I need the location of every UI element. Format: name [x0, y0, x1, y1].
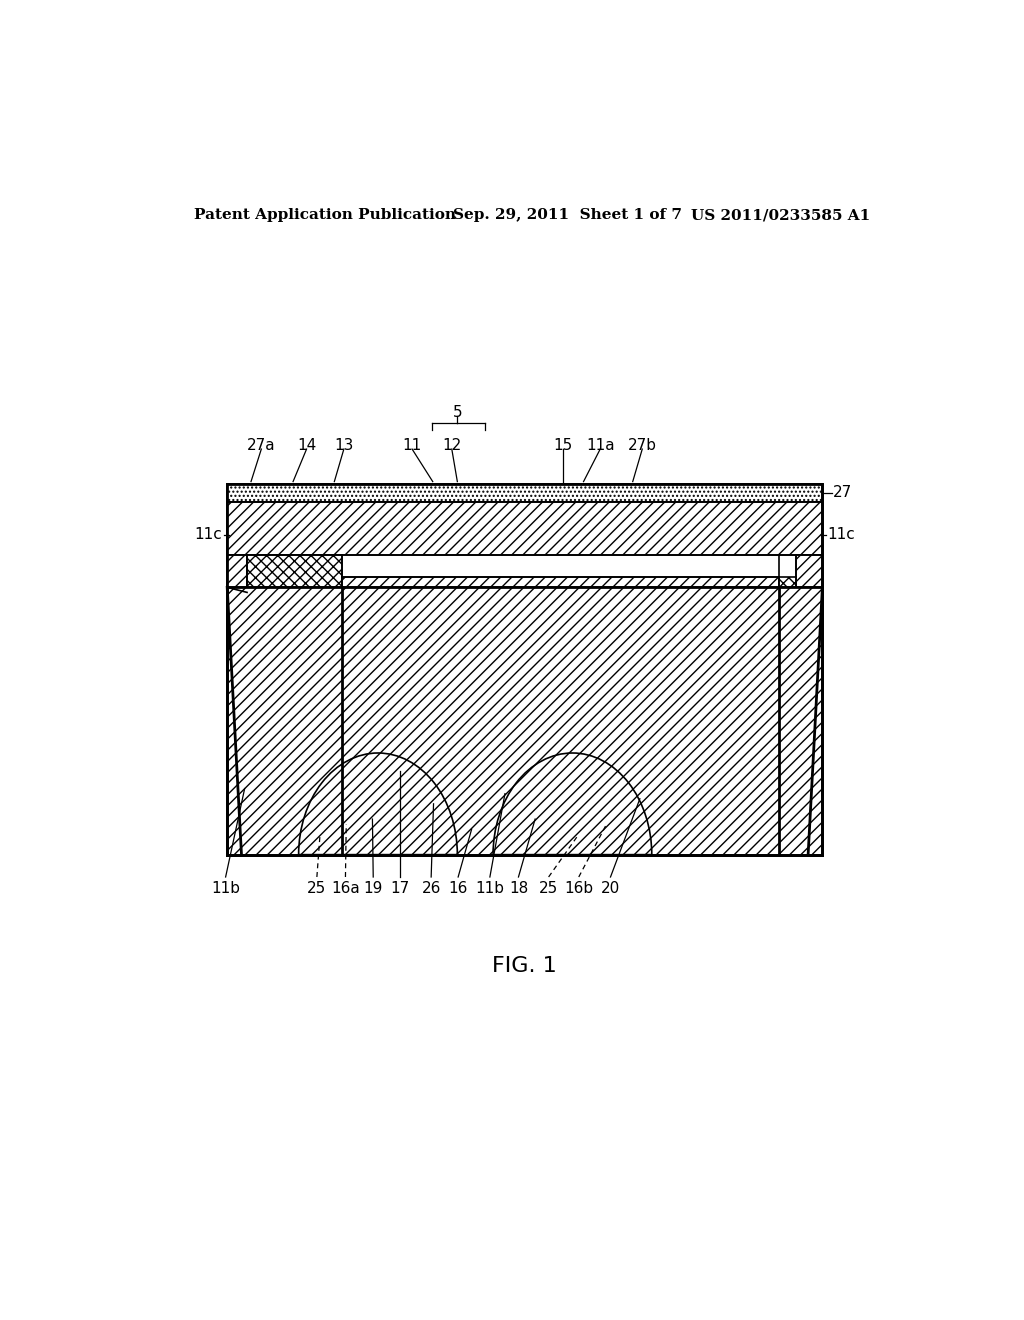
Text: 27b: 27b	[628, 437, 656, 453]
Text: FIG. 1: FIG. 1	[493, 957, 557, 977]
Text: 15: 15	[553, 437, 572, 453]
Bar	[227, 587, 822, 854]
Text: 25: 25	[539, 880, 558, 896]
Bar	[227, 483, 822, 502]
Bar	[247, 554, 342, 587]
Text: 11: 11	[402, 437, 422, 453]
Bar	[797, 554, 822, 587]
Text: 27a: 27a	[247, 437, 275, 453]
Bar	[778, 577, 797, 587]
Text: Sep. 29, 2011  Sheet 1 of 7: Sep. 29, 2011 Sheet 1 of 7	[454, 209, 682, 222]
Text: 13: 13	[334, 437, 353, 453]
Text: 20: 20	[601, 880, 621, 896]
Text: 11c: 11c	[195, 527, 222, 543]
Text: 11a: 11a	[586, 437, 614, 453]
Text: 14: 14	[297, 437, 316, 453]
Text: 26: 26	[422, 880, 441, 896]
Bar	[227, 483, 822, 854]
Text: 18: 18	[509, 880, 528, 896]
Text: Patent Application Publication: Patent Application Publication	[194, 209, 456, 222]
Text: 11b: 11b	[211, 880, 240, 896]
Bar	[342, 577, 778, 587]
Text: 11c: 11c	[827, 527, 855, 543]
Text: 12: 12	[442, 437, 462, 453]
Text: 5: 5	[453, 405, 462, 420]
Text: 27: 27	[833, 486, 852, 500]
Text: 16: 16	[449, 880, 468, 896]
Bar	[227, 502, 822, 554]
Bar	[227, 483, 822, 854]
Text: 16a: 16a	[331, 880, 359, 896]
Text: 17: 17	[390, 880, 410, 896]
Text: US 2011/0233585 A1: US 2011/0233585 A1	[691, 209, 870, 222]
Text: 16b: 16b	[564, 880, 593, 896]
Text: 11b: 11b	[475, 880, 505, 896]
Text: 25: 25	[307, 880, 327, 896]
Text: 19: 19	[364, 880, 383, 896]
Bar	[227, 554, 247, 587]
